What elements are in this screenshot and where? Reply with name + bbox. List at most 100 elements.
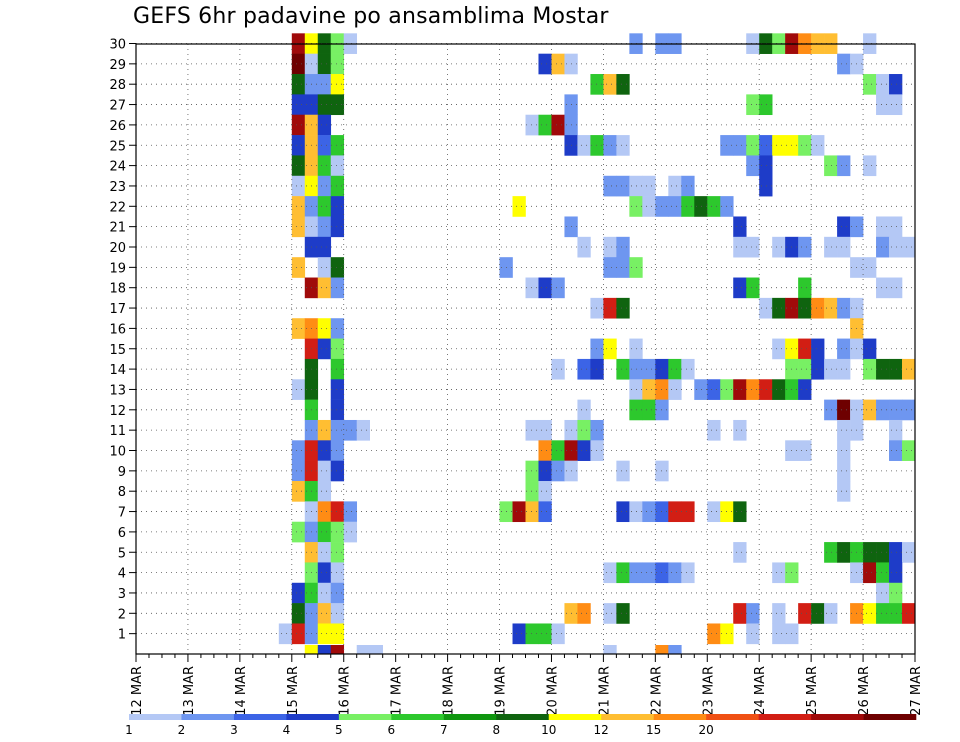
- precip-cell: [317, 236, 332, 258]
- y-tick-label: 4: [118, 567, 126, 582]
- x-tick-label: 26 MAR: [857, 666, 872, 716]
- precip-cell: [291, 74, 306, 95]
- precip-cell: [902, 358, 916, 380]
- precip-cell: [551, 277, 565, 299]
- precip-cell: [733, 236, 747, 258]
- precip-cell: [837, 216, 851, 238]
- precip-cell: [824, 236, 838, 258]
- precip-cells: [278, 33, 916, 655]
- colorbar-label: 6: [388, 723, 396, 737]
- precip-cell: [317, 74, 332, 95]
- x-tick-label: 18 MAR: [442, 666, 457, 716]
- precip-cell: [863, 399, 877, 421]
- precip-cell: [330, 645, 345, 655]
- precip-cell: [538, 481, 552, 502]
- y-tick-label: 11: [109, 424, 126, 439]
- precip-cell: [733, 277, 747, 299]
- colorbar-swatch: [496, 714, 550, 720]
- precip-cell: [642, 399, 656, 421]
- precip-cell: [525, 481, 539, 502]
- precip-cell: [317, 440, 332, 461]
- precip-cell: [330, 379, 345, 400]
- colorbar-swatch: [129, 714, 182, 720]
- precip-cell: [642, 379, 656, 400]
- precip-cell: [590, 297, 604, 319]
- precip-cell: [668, 562, 682, 584]
- precip-cell: [759, 135, 773, 156]
- colorbar-swatch: [286, 714, 340, 720]
- precip-cell: [889, 419, 903, 441]
- precip-cell: [642, 501, 656, 523]
- precip-cell: [733, 419, 747, 441]
- precip-cell: [538, 440, 552, 461]
- x-tick-label: 24 MAR: [753, 666, 768, 716]
- precip-cell: [330, 542, 345, 563]
- precip-cell: [772, 297, 786, 319]
- precip-cell: [889, 582, 903, 604]
- precip-cell: [291, 53, 306, 75]
- y-tick-label: 3: [118, 587, 126, 602]
- precip-cell: [525, 460, 539, 482]
- precip-cell: [291, 155, 306, 177]
- y-tick-label: 22: [109, 200, 126, 215]
- precip-cell: [733, 603, 747, 624]
- precip-cell: [902, 440, 916, 461]
- precip-cell: [824, 399, 838, 421]
- precip-cell: [551, 623, 565, 645]
- y-tick-label: 2: [118, 607, 126, 622]
- precip-cell: [642, 562, 656, 584]
- precip-cell: [837, 440, 851, 461]
- colorbar-swatch: [811, 714, 864, 720]
- colorbar-label: 10: [541, 723, 556, 737]
- precip-cell: [577, 236, 591, 258]
- precip-cell: [369, 645, 383, 655]
- precip-cell: [642, 358, 656, 380]
- precip-cell: [343, 419, 358, 441]
- precip-cell: [824, 155, 838, 177]
- precip-cell: [837, 53, 851, 75]
- precip-cell: [291, 521, 306, 543]
- precip-cell: [759, 94, 773, 116]
- x-tick-label: 12 MAR: [130, 666, 145, 716]
- precip-cell: [772, 338, 786, 360]
- precip-cell: [330, 582, 345, 604]
- precip-cell: [538, 501, 552, 523]
- precip-cell: [343, 521, 358, 543]
- precip-cell: [642, 196, 656, 217]
- precip-cell: [746, 94, 760, 116]
- precip-cell: [876, 542, 890, 563]
- precip-cell: [291, 623, 306, 645]
- precip-cell: [525, 277, 539, 299]
- precip-cell: [317, 196, 332, 217]
- precip-cell: [616, 603, 630, 624]
- precip-cell: [603, 297, 617, 319]
- precip-cell: [603, 338, 617, 360]
- precip-cell: [356, 419, 370, 441]
- precip-cell: [889, 216, 903, 238]
- precip-cell: [889, 358, 903, 380]
- precip-cell: [707, 196, 721, 217]
- x-tick-label: 17 MAR: [390, 666, 405, 716]
- precip-cell: [317, 419, 332, 441]
- precip-cell: [837, 155, 851, 177]
- precip-cell: [278, 623, 293, 645]
- precip-cell: [798, 440, 812, 461]
- precip-cell: [317, 175, 332, 197]
- precip-cell: [694, 379, 708, 400]
- precip-cell: [707, 379, 721, 400]
- colorbar-label: 20: [698, 723, 713, 737]
- y-tick-label: 28: [109, 78, 126, 93]
- precip-cell: [746, 236, 760, 258]
- precip-cell: [291, 216, 306, 238]
- precip-cell: [772, 236, 786, 258]
- precip-cell: [889, 542, 903, 563]
- y-tick-label: 8: [118, 485, 126, 500]
- precip-cell: [876, 399, 890, 421]
- precip-cell: [733, 135, 747, 156]
- precip-cell: [837, 399, 851, 421]
- precip-cell: [759, 379, 773, 400]
- precip-cell: [317, 318, 332, 339]
- precip-cell: [330, 135, 345, 156]
- y-tick-label: 24: [109, 160, 126, 175]
- precip-cell: [616, 297, 630, 319]
